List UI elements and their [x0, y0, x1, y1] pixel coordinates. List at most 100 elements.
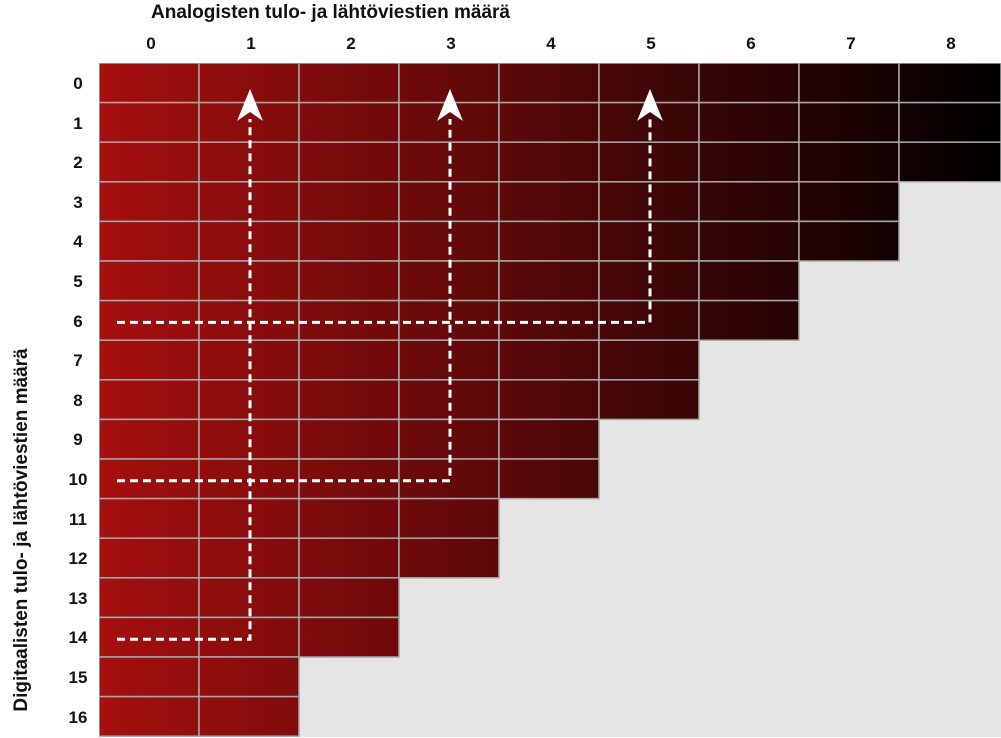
y-tick-10: 10: [68, 470, 88, 489]
cell-a1-d16: [198, 695, 300, 737]
cell-a6-d1: [698, 101, 800, 143]
cell-a6-d6: [698, 299, 800, 341]
cell-a4-d9: [498, 418, 600, 460]
y-tick-13: 13: [68, 588, 88, 608]
cell-a0-d6: [99, 299, 200, 341]
cell-a6-d5: [698, 260, 800, 302]
cell-a0-d16: [99, 695, 200, 737]
cell-a4-d5: [498, 260, 600, 302]
cell-a0-d11: [99, 497, 200, 539]
cell-a2-d11: [298, 497, 400, 539]
cell-a8-d0: [898, 63, 1001, 104]
cell-a1-d15: [198, 656, 300, 698]
cell-a7-d1: [798, 101, 900, 143]
cell-a6-d0: [698, 63, 800, 104]
x-tick-1: 1: [246, 34, 256, 53]
cell-a0-d0: [99, 63, 200, 104]
y-tick-14: 14: [68, 628, 88, 648]
y-tick-1: 1: [73, 113, 83, 133]
cell-a4-d0: [498, 63, 600, 104]
y-tick-15: 15: [68, 668, 88, 687]
arrowhead-icon-1: [237, 89, 263, 121]
cell-a7-d3: [798, 181, 900, 223]
x-axis-title: Analogisten tulo- ja lähtöviestien määrä: [151, 2, 510, 23]
cell-a4-d8: [498, 379, 600, 421]
x-tick-3: 3: [446, 34, 456, 53]
y-tick-9: 9: [73, 430, 83, 450]
cell-a3-d11: [398, 497, 500, 539]
x-tick-0: 0: [146, 34, 156, 53]
cell-a0-d2: [99, 141, 200, 183]
cell-a0-d12: [99, 537, 200, 579]
y-tick-0: 0: [73, 74, 83, 93]
cell-a4-d3: [498, 181, 600, 223]
cell-a1-d3: [198, 181, 300, 223]
cell-a0-d10: [99, 458, 200, 500]
cell-a1-d7: [198, 339, 300, 381]
cell-a1-d6: [198, 299, 300, 341]
y-tick-2: 2: [73, 153, 83, 173]
y-tick-8: 8: [73, 390, 83, 410]
y-axis-title: Digitaalisten tulo- ja lähtöviestien mää…: [11, 348, 32, 712]
cell-a0-d15: [99, 656, 200, 698]
cell-a3-d10: [398, 458, 500, 500]
cell-a6-d2: [698, 141, 800, 183]
x-tick-5: 5: [646, 34, 656, 53]
y-tick-16: 16: [68, 707, 88, 727]
cell-a0-d5: [99, 260, 200, 302]
cell-a2-d2: [298, 141, 400, 183]
cell-a2-d9: [298, 418, 400, 460]
cell-a2-d1: [298, 101, 400, 143]
cell-a2-d12: [298, 537, 400, 579]
cell-a1-d5: [198, 260, 300, 302]
cell-a0-d8: [99, 379, 200, 421]
cell-a2-d3: [298, 181, 400, 223]
cell-a2-d13: [298, 577, 400, 619]
y-tick-5: 5: [73, 272, 83, 291]
x-tick-7: 7: [846, 34, 856, 53]
x-tick-6: 6: [746, 34, 756, 53]
cell-a3-d12: [398, 537, 500, 579]
cell-a0-d3: [99, 181, 200, 223]
cell-a0-d14: [99, 616, 200, 658]
y-tick-7: 7: [73, 351, 83, 371]
cell-a6-d4: [698, 220, 800, 262]
cell-a7-d4: [798, 220, 900, 262]
x-tick-4: 4: [546, 34, 556, 53]
cell-a3-d7: [398, 339, 500, 381]
cell-a1-d4: [198, 220, 300, 262]
cell-a5-d8: [598, 379, 700, 421]
cell-a2-d6: [298, 299, 400, 341]
cell-a2-d5: [298, 260, 400, 302]
dashed-path-1: [117, 119, 252, 641]
y-tick-6: 6: [73, 311, 83, 331]
staircase-diagram: [99, 63, 1001, 737]
dashed-path-2: [117, 119, 452, 483]
cell-a2-d4: [298, 220, 400, 262]
cell-a2-d10: [298, 458, 400, 500]
staircase-grid: [99, 63, 1001, 737]
cell-a7-d0: [798, 63, 900, 104]
cell-a6-d3: [698, 181, 800, 223]
cell-a4-d6: [498, 299, 600, 341]
cell-a3-d8: [398, 379, 500, 421]
cell-a0-d4: [99, 220, 200, 262]
cell-a3-d9: [398, 418, 500, 460]
cell-a3-d6: [398, 299, 500, 341]
y-tick-4: 4: [73, 232, 83, 252]
cell-a0-d1: [99, 101, 200, 143]
cell-a2-d14: [298, 616, 400, 658]
arrowhead-icon-2: [437, 89, 463, 121]
y-tick-12: 12: [68, 549, 88, 569]
cell-a4-d2: [498, 141, 600, 183]
cell-a4-d1: [498, 101, 600, 143]
cell-a5-d7: [598, 339, 700, 381]
cell-a4-d10: [498, 458, 600, 500]
cell-a2-d7: [298, 339, 400, 381]
cell-a2-d8: [298, 379, 400, 421]
dashed-path-3: [117, 119, 652, 324]
y-tick-3: 3: [73, 192, 83, 212]
x-tick-2: 2: [346, 34, 356, 53]
cell-a0-d13: [99, 577, 200, 619]
cell-a4-d4: [498, 220, 600, 262]
